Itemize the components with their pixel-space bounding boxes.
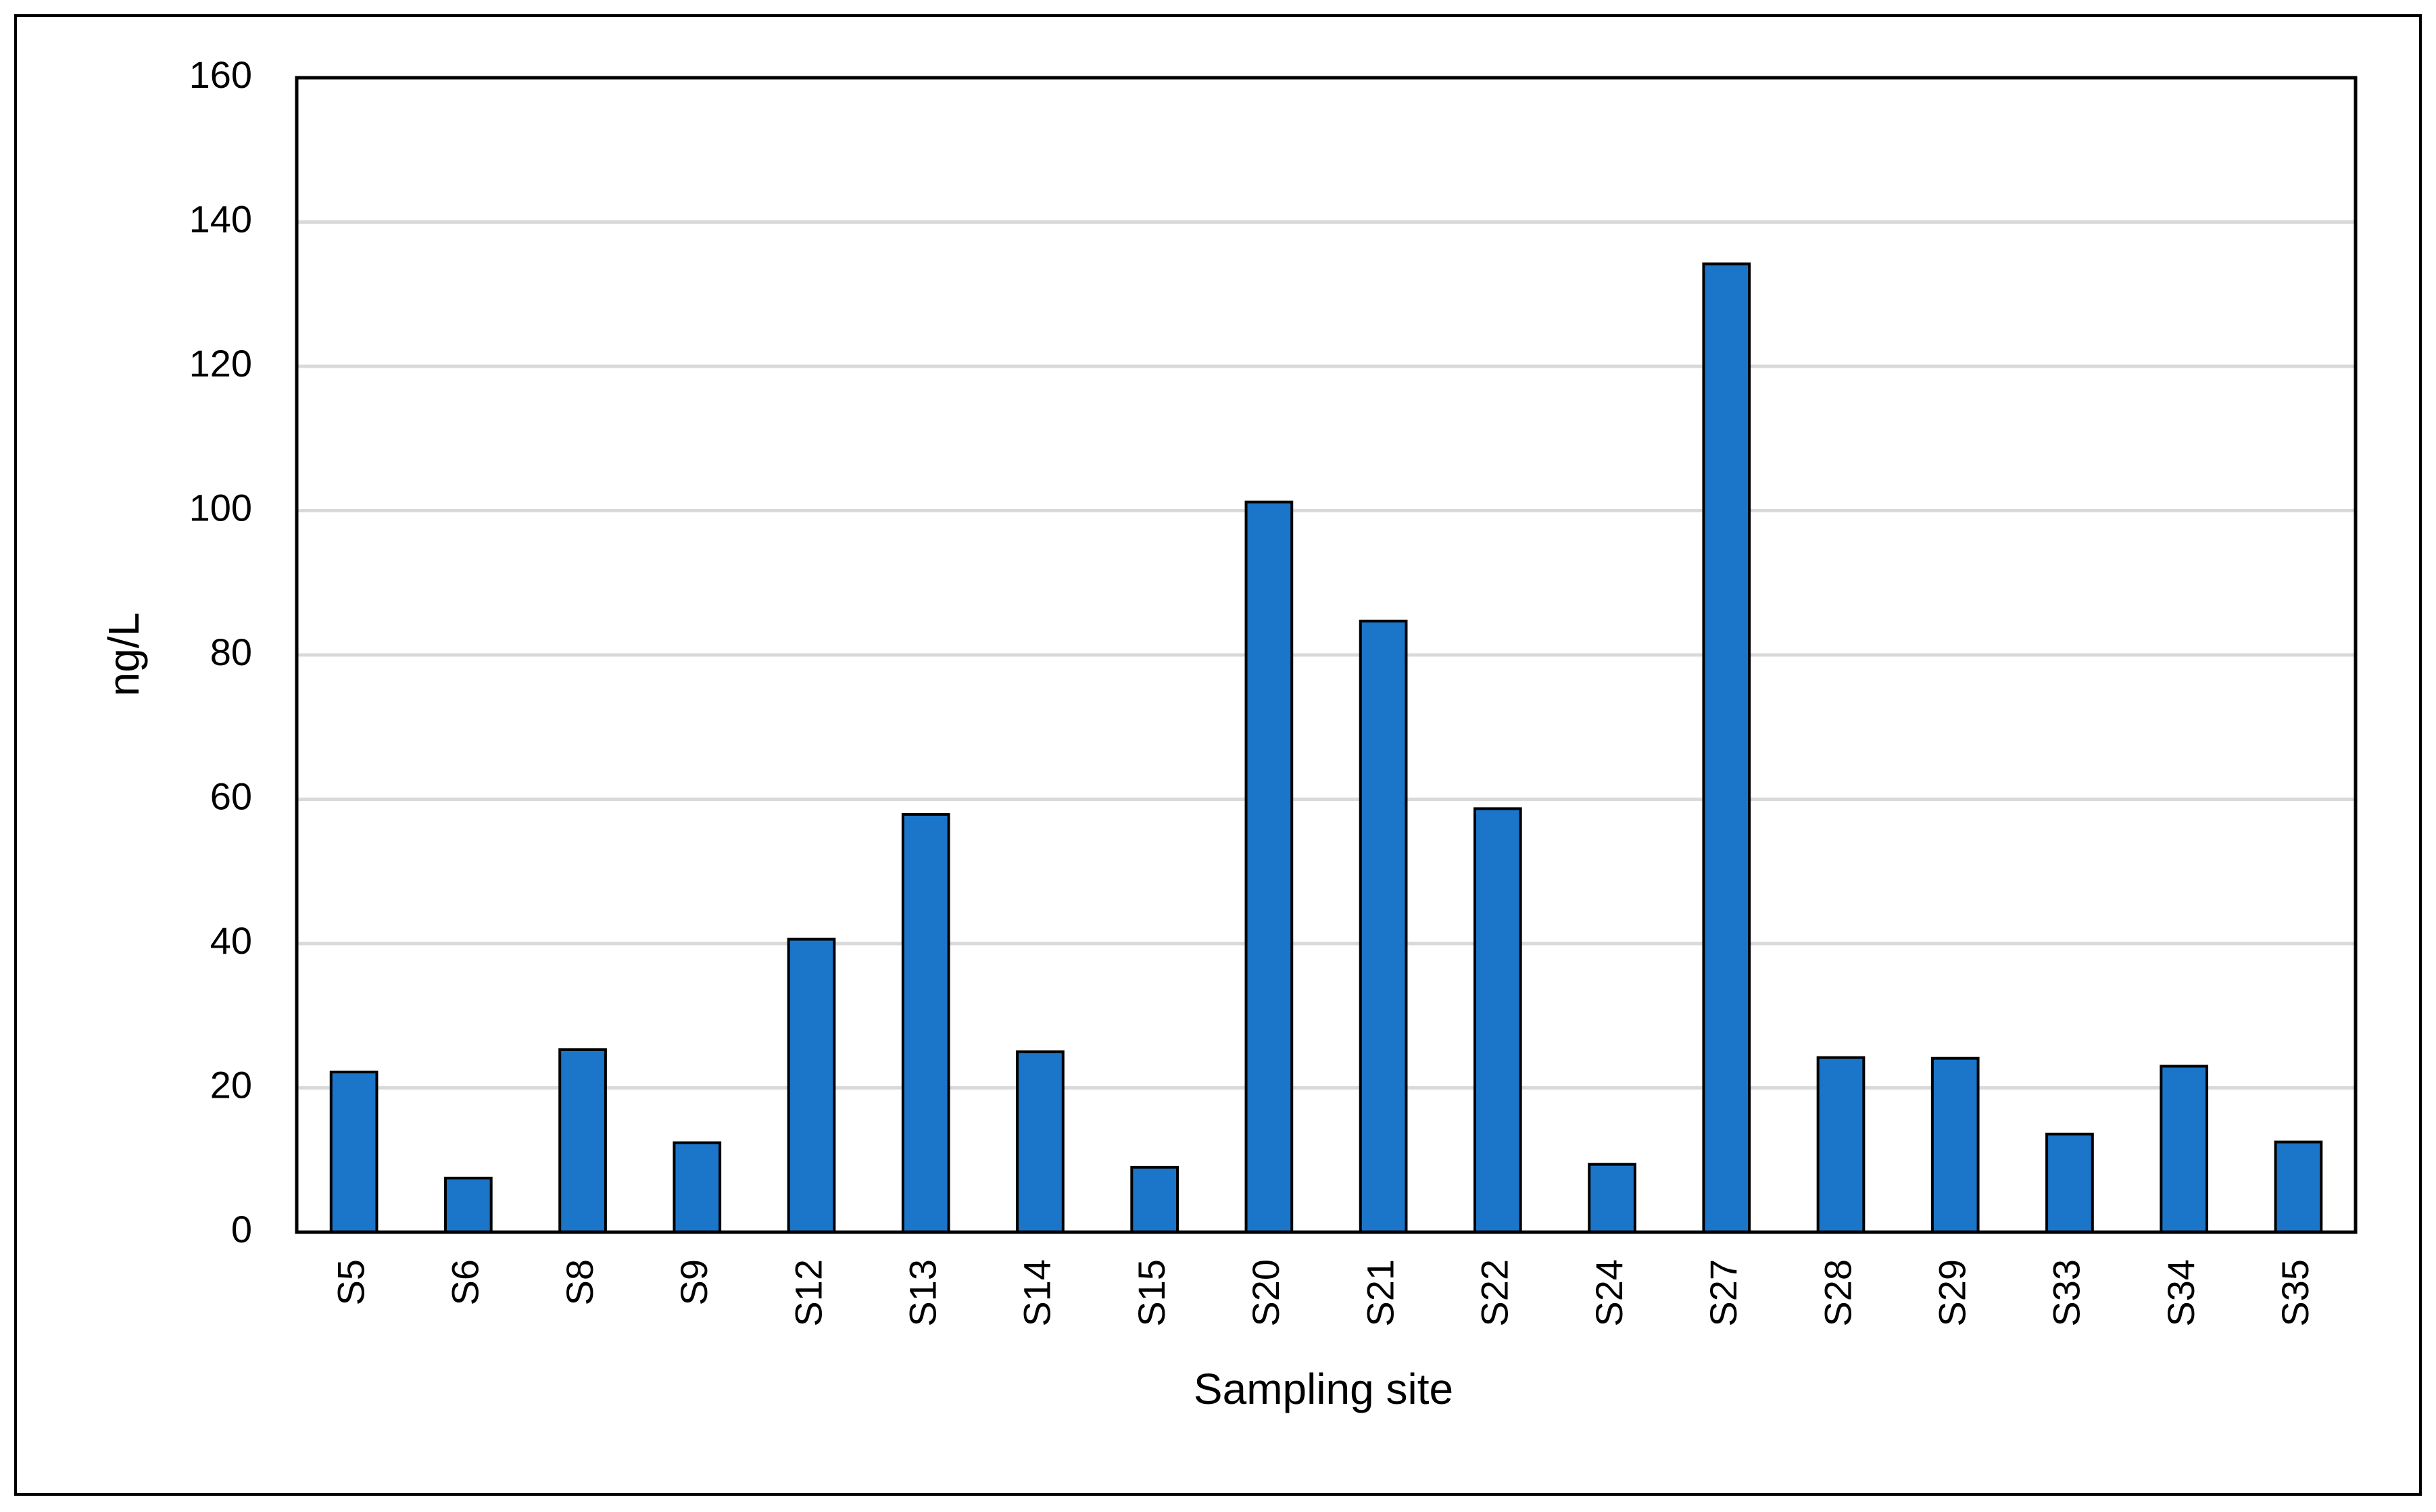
x-tick-label: S21 <box>1359 1259 1401 1327</box>
bar <box>1244 500 1294 1234</box>
bar <box>443 1176 493 1234</box>
bar <box>1473 807 1522 1234</box>
x-tick-label: S5 <box>329 1259 372 1306</box>
x-tick-label: S20 <box>1244 1259 1287 1327</box>
x-tick-label: S22 <box>1473 1259 1516 1327</box>
x-tick-label: S34 <box>2160 1259 2202 1327</box>
bar <box>1702 262 1751 1234</box>
x-tick-label: S33 <box>2045 1259 2088 1327</box>
x-tick-label: S14 <box>1016 1259 1058 1327</box>
bar <box>901 812 950 1234</box>
bar <box>329 1071 379 1234</box>
bar <box>2274 1140 2323 1234</box>
bar <box>673 1141 722 1234</box>
plot-border <box>295 76 2358 1234</box>
bar <box>1130 1165 1179 1234</box>
y-axis-title: ng/L <box>99 612 148 697</box>
x-axis-title: Sampling site <box>1194 1365 1453 1413</box>
y-tick-label: 80 <box>210 631 252 673</box>
bar <box>1359 619 1408 1234</box>
x-tick-label: S35 <box>2274 1259 2316 1327</box>
outer-border <box>14 14 2422 1496</box>
y-tick-label: 140 <box>189 197 252 240</box>
bar <box>1930 1056 1980 1234</box>
x-tick-label: S13 <box>902 1259 944 1327</box>
y-tick-label: 0 <box>231 1208 252 1250</box>
x-tick-label: S29 <box>1931 1259 1974 1327</box>
bar <box>2045 1132 2094 1234</box>
bar <box>1016 1050 1065 1234</box>
x-tick-label: S8 <box>558 1259 601 1306</box>
x-tick-label: S9 <box>673 1259 715 1306</box>
bar <box>1588 1163 1636 1234</box>
y-tick-label: 60 <box>210 775 252 817</box>
y-tick-label: 120 <box>189 342 252 385</box>
x-tick-label: S28 <box>1816 1259 1859 1327</box>
bar <box>558 1048 607 1234</box>
x-tick-label: S15 <box>1130 1259 1173 1327</box>
bar <box>2160 1065 2209 1234</box>
y-tick-label: 160 <box>189 53 252 96</box>
bar <box>1816 1056 1866 1234</box>
y-tick-label: 100 <box>189 486 252 529</box>
y-tick-label: 40 <box>210 919 252 962</box>
x-tick-label: S12 <box>787 1259 829 1327</box>
bar <box>787 937 836 1234</box>
x-tick-label: S24 <box>1588 1259 1630 1327</box>
x-tick-label: S27 <box>1702 1259 1745 1327</box>
y-tick-label: 20 <box>210 1063 252 1106</box>
x-tick-label: S6 <box>444 1259 487 1306</box>
